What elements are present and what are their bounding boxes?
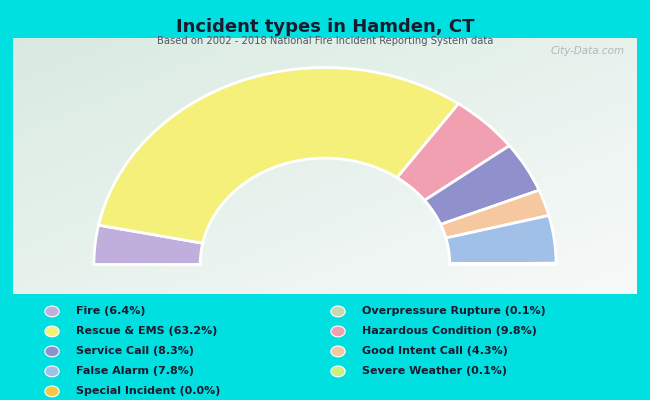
Text: Incident types in Hamden, CT: Incident types in Hamden, CT	[176, 18, 474, 36]
Text: Special Incident (0.0%): Special Incident (0.0%)	[76, 386, 220, 396]
Wedge shape	[441, 190, 549, 238]
Ellipse shape	[331, 366, 345, 377]
Wedge shape	[446, 216, 556, 264]
Text: Rescue & EMS (63.2%): Rescue & EMS (63.2%)	[76, 326, 217, 336]
Text: Overpressure Rupture (0.1%): Overpressure Rupture (0.1%)	[362, 306, 546, 316]
Ellipse shape	[45, 366, 59, 377]
Text: Service Call (8.3%): Service Call (8.3%)	[76, 346, 194, 356]
Wedge shape	[450, 263, 556, 264]
Text: False Alarm (7.8%): False Alarm (7.8%)	[76, 366, 194, 376]
Wedge shape	[397, 104, 510, 200]
Text: Fire (6.4%): Fire (6.4%)	[76, 306, 146, 316]
Ellipse shape	[45, 386, 59, 397]
Ellipse shape	[45, 346, 59, 357]
Ellipse shape	[331, 346, 345, 357]
Text: Good Intent Call (4.3%): Good Intent Call (4.3%)	[362, 346, 508, 356]
Text: City-Data.com: City-Data.com	[551, 46, 625, 56]
Wedge shape	[424, 146, 539, 224]
Wedge shape	[94, 225, 203, 264]
Text: Severe Weather (0.1%): Severe Weather (0.1%)	[362, 366, 507, 376]
Ellipse shape	[45, 306, 59, 317]
Ellipse shape	[331, 306, 345, 317]
Ellipse shape	[331, 326, 345, 337]
Text: Hazardous Condition (9.8%): Hazardous Condition (9.8%)	[362, 326, 537, 336]
Text: Based on 2002 - 2018 National Fire Incident Reporting System data: Based on 2002 - 2018 National Fire Incid…	[157, 36, 493, 46]
Ellipse shape	[45, 326, 59, 337]
Wedge shape	[99, 68, 458, 243]
